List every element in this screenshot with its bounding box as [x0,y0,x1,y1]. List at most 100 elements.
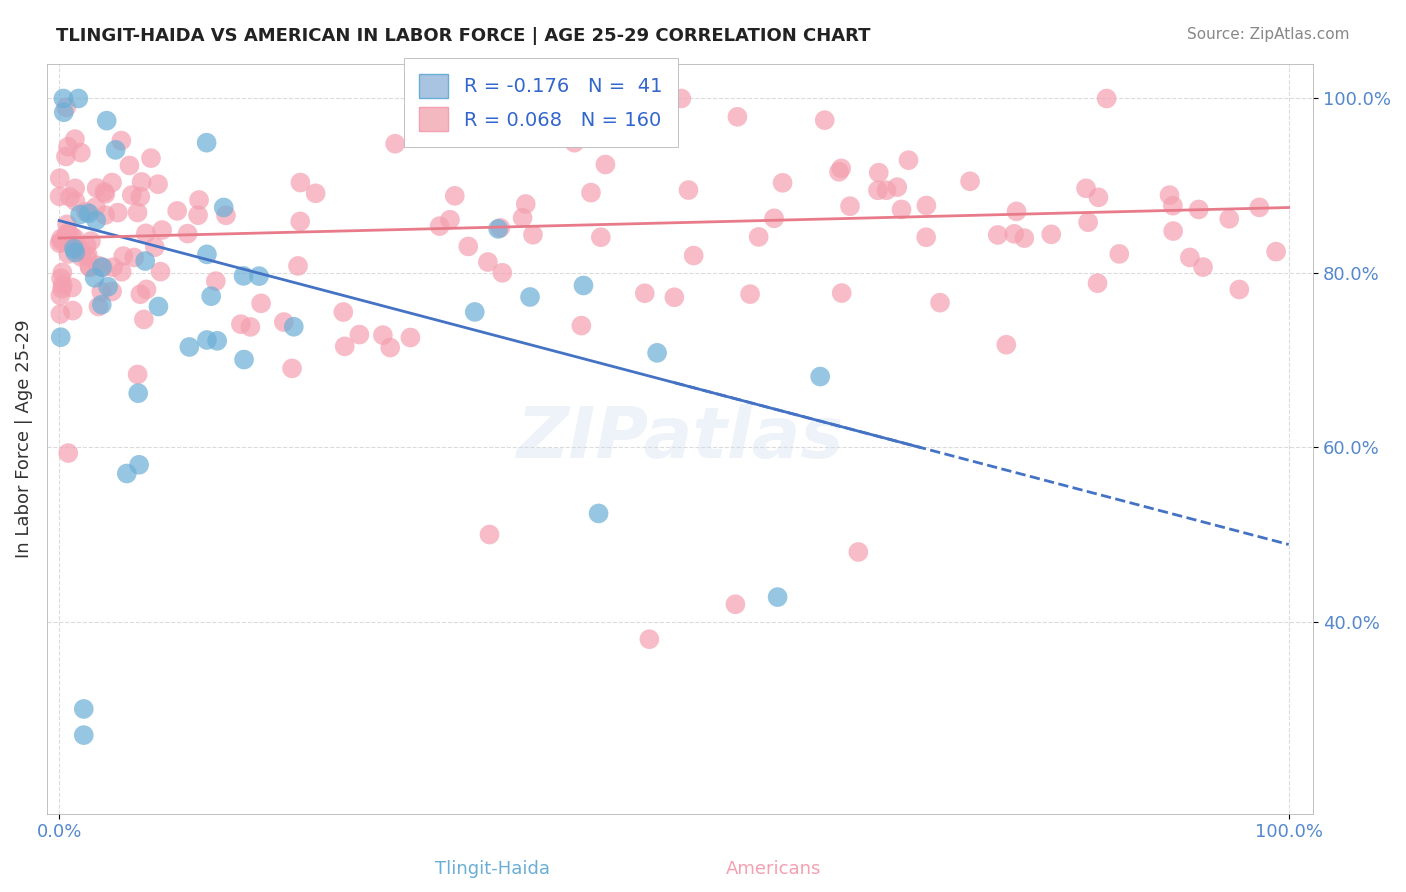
Point [239,319,262,334]
Text: Tlingit-Haida: Tlingit-Haida [434,860,550,878]
Point [56,139,79,153]
Point [839,199,862,213]
Point [897,153,920,168]
Point [929,295,952,310]
Point [1040,227,1063,242]
Point [1161,199,1184,213]
Point [65,194,87,209]
Point [564,136,586,150]
Point [1159,188,1181,202]
Point [200,289,222,303]
Point [634,286,657,301]
Point [48,236,70,251]
Point [91,260,114,275]
Point [70,250,93,264]
Point [143,240,166,254]
Text: Source: ZipAtlas.com: Source: ZipAtlas.com [1187,27,1350,42]
Point [49,288,72,302]
Point [60,280,83,294]
Point [69,207,91,221]
Legend: R = -0.176   N =  41, R = 0.068   N = 160: R = -0.176 N = 41, R = 0.068 N = 160 [404,58,678,146]
Point [215,208,238,222]
Point [48,189,70,203]
Point [84,200,107,214]
Point [959,174,981,188]
Point [48,171,70,186]
Point [588,507,610,521]
Point [290,176,312,190]
Point [589,230,612,244]
Point [94,208,117,222]
Point [1178,251,1201,265]
Point [80,234,103,248]
Point [58,225,80,239]
Point [62,303,84,318]
Point [283,319,305,334]
Point [132,312,155,326]
Point [1265,244,1288,259]
Point [748,230,770,244]
Point [56,229,79,244]
Point [638,632,661,647]
Point [671,91,693,105]
Point [90,260,112,274]
Point [59,190,82,204]
Point [63,231,86,245]
Point [55,149,77,163]
Point [846,545,869,559]
Point [134,254,156,268]
Point [491,266,513,280]
Point [90,285,112,299]
Point [1095,91,1118,105]
Point [129,287,152,301]
Point [52,91,75,105]
Point [51,282,73,296]
Point [49,307,72,321]
Point [664,290,686,304]
Point [866,183,889,197]
Point [86,181,108,195]
Point [70,145,93,160]
Point [90,298,112,312]
Point [915,198,938,212]
Point [1077,215,1099,229]
Point [828,165,851,179]
Point [1218,211,1240,226]
Point [76,248,98,262]
Point [814,113,837,128]
Point [128,458,150,472]
Point [830,161,852,176]
Point [149,265,172,279]
Point [129,190,152,204]
Point [139,151,162,165]
Point [725,110,748,124]
Point [166,203,188,218]
Point [349,327,371,342]
Point [84,213,107,227]
Point [63,242,86,256]
Point [477,255,499,269]
Point [399,330,422,344]
Point [875,183,897,197]
Point [429,219,451,233]
Point [273,315,295,329]
Point [304,186,326,201]
Point [290,214,312,228]
Point [87,300,110,314]
Point [97,279,120,293]
Point [522,227,544,242]
Point [1227,283,1250,297]
Point [118,158,141,172]
Point [150,223,173,237]
Point [333,339,356,353]
Point [127,368,149,382]
Point [195,136,218,150]
Point [678,183,700,197]
Point [112,249,135,263]
Point [179,340,201,354]
Point [60,229,83,244]
Point [464,305,486,319]
Point [371,328,394,343]
Point [101,260,124,275]
Y-axis label: In Labor Force | Age 25-29: In Labor Force | Age 25-29 [15,319,32,558]
